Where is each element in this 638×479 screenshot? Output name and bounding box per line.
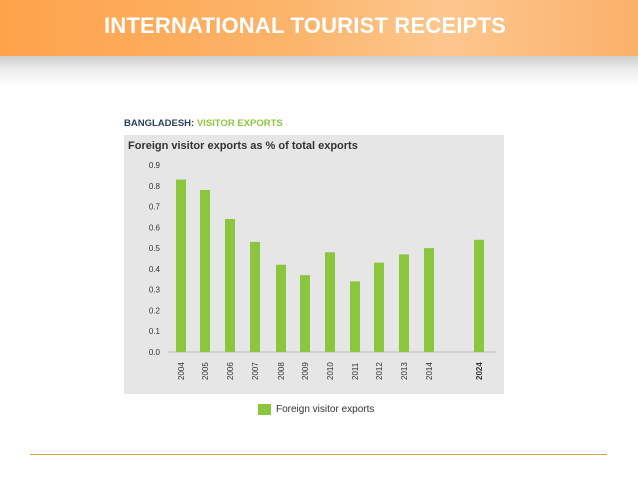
y-tick-label: 0.1 bbox=[149, 327, 161, 336]
legend-swatch bbox=[258, 403, 271, 415]
x-tick-label: 2010 bbox=[326, 362, 335, 380]
bar-chart: 0.0 0.1 0.2 0.3 0.4 0.5 0.6 0.7 0.8 0.9 2004 2005 20… bbox=[149, 161, 496, 380]
legend: Foreign visitor exports bbox=[258, 402, 374, 416]
slide-title: INTERNATIONAL TOURIST RECEIPTS bbox=[104, 13, 507, 38]
bar-2009 bbox=[300, 275, 310, 352]
y-tick-label: 0.7 bbox=[149, 203, 161, 212]
y-tick-label: 0.2 bbox=[149, 306, 161, 315]
x-tick-label: 2011 bbox=[351, 362, 360, 380]
y-tick-label: 0.0 bbox=[149, 348, 161, 357]
bar-2008 bbox=[276, 264, 286, 352]
x-tick-label: 2007 bbox=[251, 362, 260, 380]
bar-2012 bbox=[374, 262, 384, 352]
y-tick-label: 0.6 bbox=[149, 223, 161, 232]
y-tick-label: 0.8 bbox=[149, 182, 161, 191]
x-tick-label: 2004 bbox=[177, 362, 186, 380]
chart-title: Foreign visitor exports as % of total ex… bbox=[128, 140, 358, 152]
y-tick-label: 0.9 bbox=[149, 161, 161, 170]
chart-panel bbox=[124, 135, 504, 394]
bar-2011 bbox=[350, 281, 360, 352]
bar-2013 bbox=[399, 254, 409, 352]
x-tick-label: 2009 bbox=[301, 362, 310, 380]
bar-2014 bbox=[424, 248, 434, 352]
bar-2006 bbox=[225, 219, 235, 352]
x-tick-label: 2024 bbox=[475, 362, 484, 380]
x-tick-label: 2006 bbox=[226, 362, 235, 380]
y-tick-label: 0.4 bbox=[149, 265, 161, 274]
bar-2024 bbox=[474, 239, 484, 352]
bar-2005 bbox=[200, 189, 210, 352]
bar-2007 bbox=[250, 241, 260, 352]
title-banner bbox=[0, 0, 638, 56]
figure-subject: VISITOR EXPORTS bbox=[196, 118, 283, 129]
figure-heading: BANGLADESH: VISITOR EXPORTS bbox=[124, 118, 283, 129]
x-tick-label: 2012 bbox=[375, 362, 384, 380]
x-tick-label: 2014 bbox=[425, 362, 434, 380]
x-tick-label: 2005 bbox=[201, 362, 210, 380]
bar-2010 bbox=[325, 252, 335, 352]
x-tick-label: 2008 bbox=[277, 362, 286, 380]
x-tick-label: 2013 bbox=[400, 362, 409, 380]
y-tick-label: 0.5 bbox=[149, 244, 161, 253]
bar-2004 bbox=[176, 179, 186, 352]
figure-country: BANGLADESH: bbox=[124, 118, 195, 129]
banner-shadow bbox=[0, 56, 638, 86]
footer-divider bbox=[30, 454, 607, 455]
y-tick-label: 0.3 bbox=[149, 286, 161, 295]
legend-label: Foreign visitor exports bbox=[276, 403, 375, 415]
